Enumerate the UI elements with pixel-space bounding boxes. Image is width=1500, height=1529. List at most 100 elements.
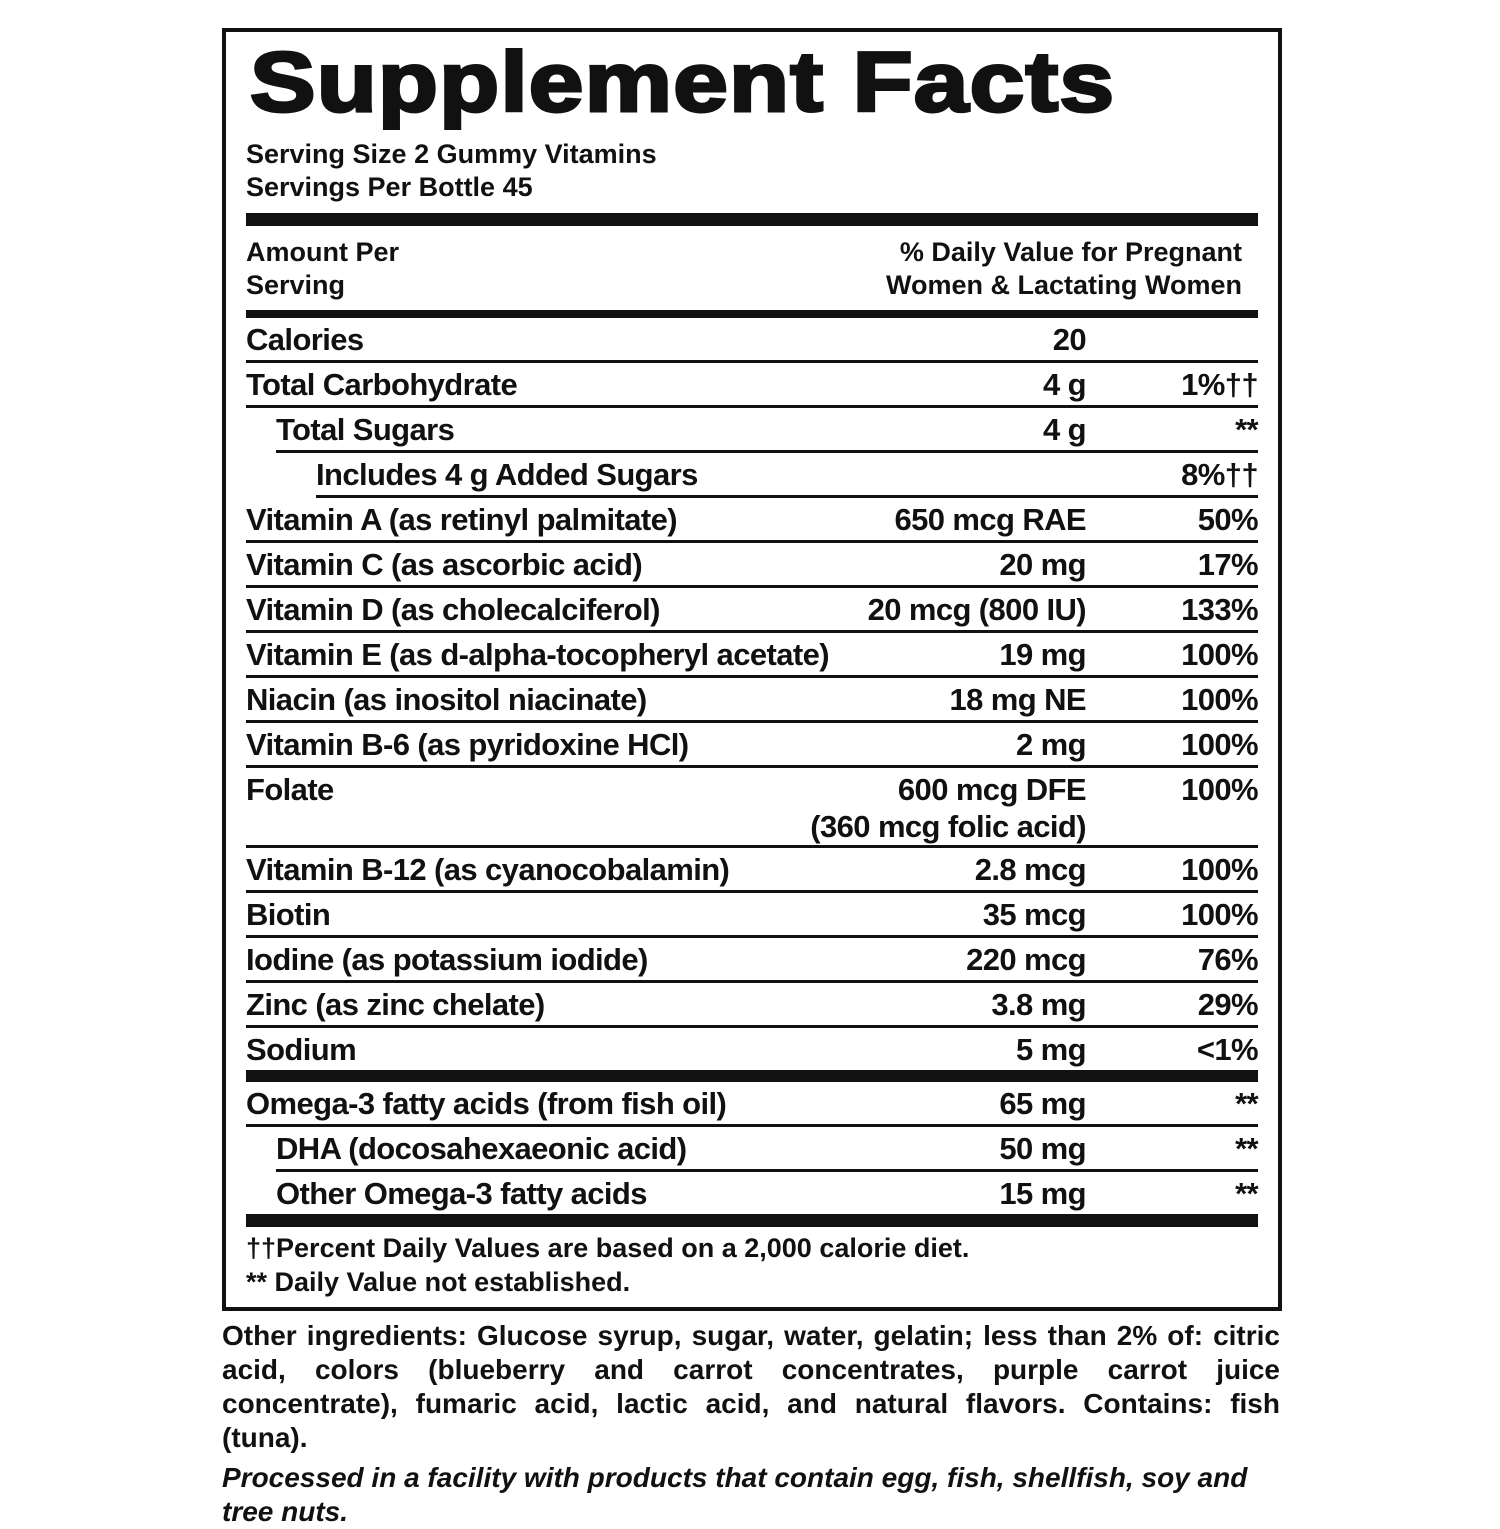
daily-value: 100% [1181,897,1258,932]
nutrient-row: Niacin (as inositol niacinate) 18 mg NE 10… [246,678,1259,723]
thick-divider [246,213,1258,226]
nutrient-amount: 20 mcg (800 IU) [854,591,1087,628]
nutrient-name: Vitamin C (as ascorbic acid) [246,547,643,582]
nutrient-name: Vitamin E (as d-alpha-tocopheryl acetate… [246,637,830,672]
amount-value: 650 mcg RAE [894,502,1086,537]
amount-value: 15 mg [999,1176,1086,1211]
nutrient-amount: 600 mcg DFE (360 mcg folic acid) [796,771,1086,845]
nutrient-name: Vitamin D (as cholecalciferol) [246,592,660,627]
amount-value: 19 mg [999,637,1086,672]
nutrient-row: Sodium 5 mg <1% [246,1028,1259,1070]
nutrient-amount: 4 g [872,366,1087,403]
amount-detail: (360 mcg folic acid) [810,809,1086,844]
nutrient-amount: 18 mg NE [872,681,1087,718]
nutrient-row: Zinc (as zinc chelate) 3.8 mg 29% [246,983,1259,1028]
nutrient-name: Total Sugars [276,412,455,447]
amount-value: 220 mcg [966,942,1086,977]
nutrient-amount: 2 mg [872,726,1087,763]
daily-value: 8%†† [1181,457,1258,492]
nutrient-amount: 5 mg [872,1031,1087,1068]
dv-header-1: % Daily Value for Pregnant [899,237,1242,267]
serving-label: Serving [246,270,346,300]
nutrient-row: DHA (docosahexaeonic acid) 50 mg ** [276,1127,1259,1172]
nutrient-row: Biotin 35 mcg 100% [246,893,1259,938]
nutrient-amount: 15 mg [872,1175,1086,1212]
serving-info: Serving Size 2 Gummy Vitamins Servings P… [246,138,1258,204]
nutrient-name: Iodine (as potassium iodide) [246,942,648,977]
nutrient-amount: 650 mcg RAE [872,501,1086,538]
amount-value: 600 mcg DFE [897,772,1087,807]
servings-per-bottle: Servings Per Bottle 45 [246,172,533,202]
amount-value: 50 mg [999,1131,1086,1166]
nutrient-name: Sodium [246,1032,357,1067]
nutrient-name: Niacin (as inositol niacinate) [246,682,647,717]
daily-value: 29% [1197,987,1259,1022]
nutrient-name: Vitamin B-12 (as cyanocobalamin) [246,852,730,887]
nutrient-amount: 3.8 mg [872,986,1086,1023]
nutrient-row: Vitamin A (as retinyl palmitate) 650 mcg … [246,498,1259,543]
nutrient-amount: 2.8 mcg [872,851,1087,888]
nutrient-name: Folate [246,772,334,807]
daily-value: ** [1235,1176,1259,1211]
label-wrapper: Supplement Facts Serving Size 2 Gummy Vi… [222,28,1282,1529]
daily-value: 17% [1197,547,1259,582]
nutrient-amount: 50 mg [872,1130,1086,1167]
daily-value: 50% [1197,502,1259,537]
nutrient-row: Vitamin B-12 (as cyanocobalamin) 2.8 mcg 1… [246,848,1259,893]
other-ingredients: Other ingredients: Glucose syrup, sugar,… [222,1319,1280,1455]
amount-value: 18 mg NE [949,682,1087,717]
amount-value: 35 mcg [982,897,1087,932]
daily-value: 133% [1181,592,1258,627]
amount-value: 20 mcg (800 IU) [867,592,1087,627]
nutrient-row: Vitamin B-6 (as pyridoxine HCl) 2 mg 100% [246,723,1259,768]
contains-text: fish (tuna). [222,1388,1280,1453]
daily-value: 100% [1181,682,1258,717]
column-header: Amount Per Serving % Daily Value for Preg… [246,226,1258,310]
daily-value: 100% [1181,852,1258,887]
facility-statement: Processed in a facility with products th… [222,1462,1248,1527]
nutrient-row: Folate 600 mcg DFE (360 mcg folic acid) 100… [246,768,1259,848]
nutrient-name: Biotin [246,897,331,932]
supplement-facts-panel: Supplement Facts Serving Size 2 Gummy Vi… [222,28,1282,1311]
thick-divider [246,1070,1258,1082]
serving-size: Serving Size 2 Gummy Vitamins [246,139,657,169]
nutrient-name: Vitamin B-6 (as pyridoxine HCl) [246,727,689,762]
amount-value: 5 mg [1016,1032,1087,1067]
nutrient-row: Includes 4 g Added Sugars 8%†† [316,453,1259,498]
dv-header-2: Women & Lactating Women [885,270,1242,300]
nutrient-row: Vitamin D (as cholecalciferol) 20 mcg (80… [246,588,1259,633]
panel-title: Supplement Facts [248,35,1116,129]
thick-divider [246,1214,1258,1227]
nutrient-row: Other Omega-3 fatty acids 15 mg ** [276,1172,1259,1214]
nutrient-row: Iodine (as potassium iodide) 220 mcg 76% [246,938,1259,983]
amount-value: 20 mg [999,547,1086,582]
other-ingredients-label: Other ingredients: [222,1320,467,1351]
footnote-dv: ††Percent Daily Values are based on a 2,… [246,1233,970,1263]
daily-value: ** [1235,1131,1259,1166]
daily-value: 76% [1197,942,1259,977]
nutrient-amount: 20 [872,321,1087,358]
nutrient-name: DHA (docosahexaeonic acid) [276,1131,687,1166]
nutrient-amount: 19 mg [872,636,1086,673]
contains-label: Contains: [1065,1388,1213,1419]
nutrient-row: Total Sugars 4 g ** [276,408,1259,453]
daily-value: <1% [1196,1032,1259,1067]
nutrient-name: Total Carbohydrate [246,367,518,402]
amount-value: 4 g [1043,367,1087,402]
other-ingredients-text: Glucose syrup, sugar, water, gelatin; le… [222,1320,1280,1419]
nutrient-name: Omega-3 fatty acids (from fish oil) [246,1086,727,1121]
footnotes: ††Percent Daily Values are based on a 2,… [246,1227,1258,1299]
nutrient-amount: 220 mcg [872,941,1086,978]
amount-value: 4 g [1043,412,1087,447]
nutrient-amount: 65 mg [872,1085,1086,1122]
nutrient-name: Zinc (as zinc chelate) [246,987,545,1022]
nutrient-amount: 35 mcg [872,896,1087,933]
nutrient-name: Calories [246,322,364,357]
amount-value: 2.8 mcg [974,852,1087,887]
daily-value: ** [1235,1086,1259,1121]
daily-value: 100% [1181,772,1258,807]
medium-divider [246,310,1258,318]
daily-value: ** [1235,412,1259,447]
amount-value: 65 mg [999,1086,1086,1121]
nutrient-amount: 4 g [872,411,1087,448]
